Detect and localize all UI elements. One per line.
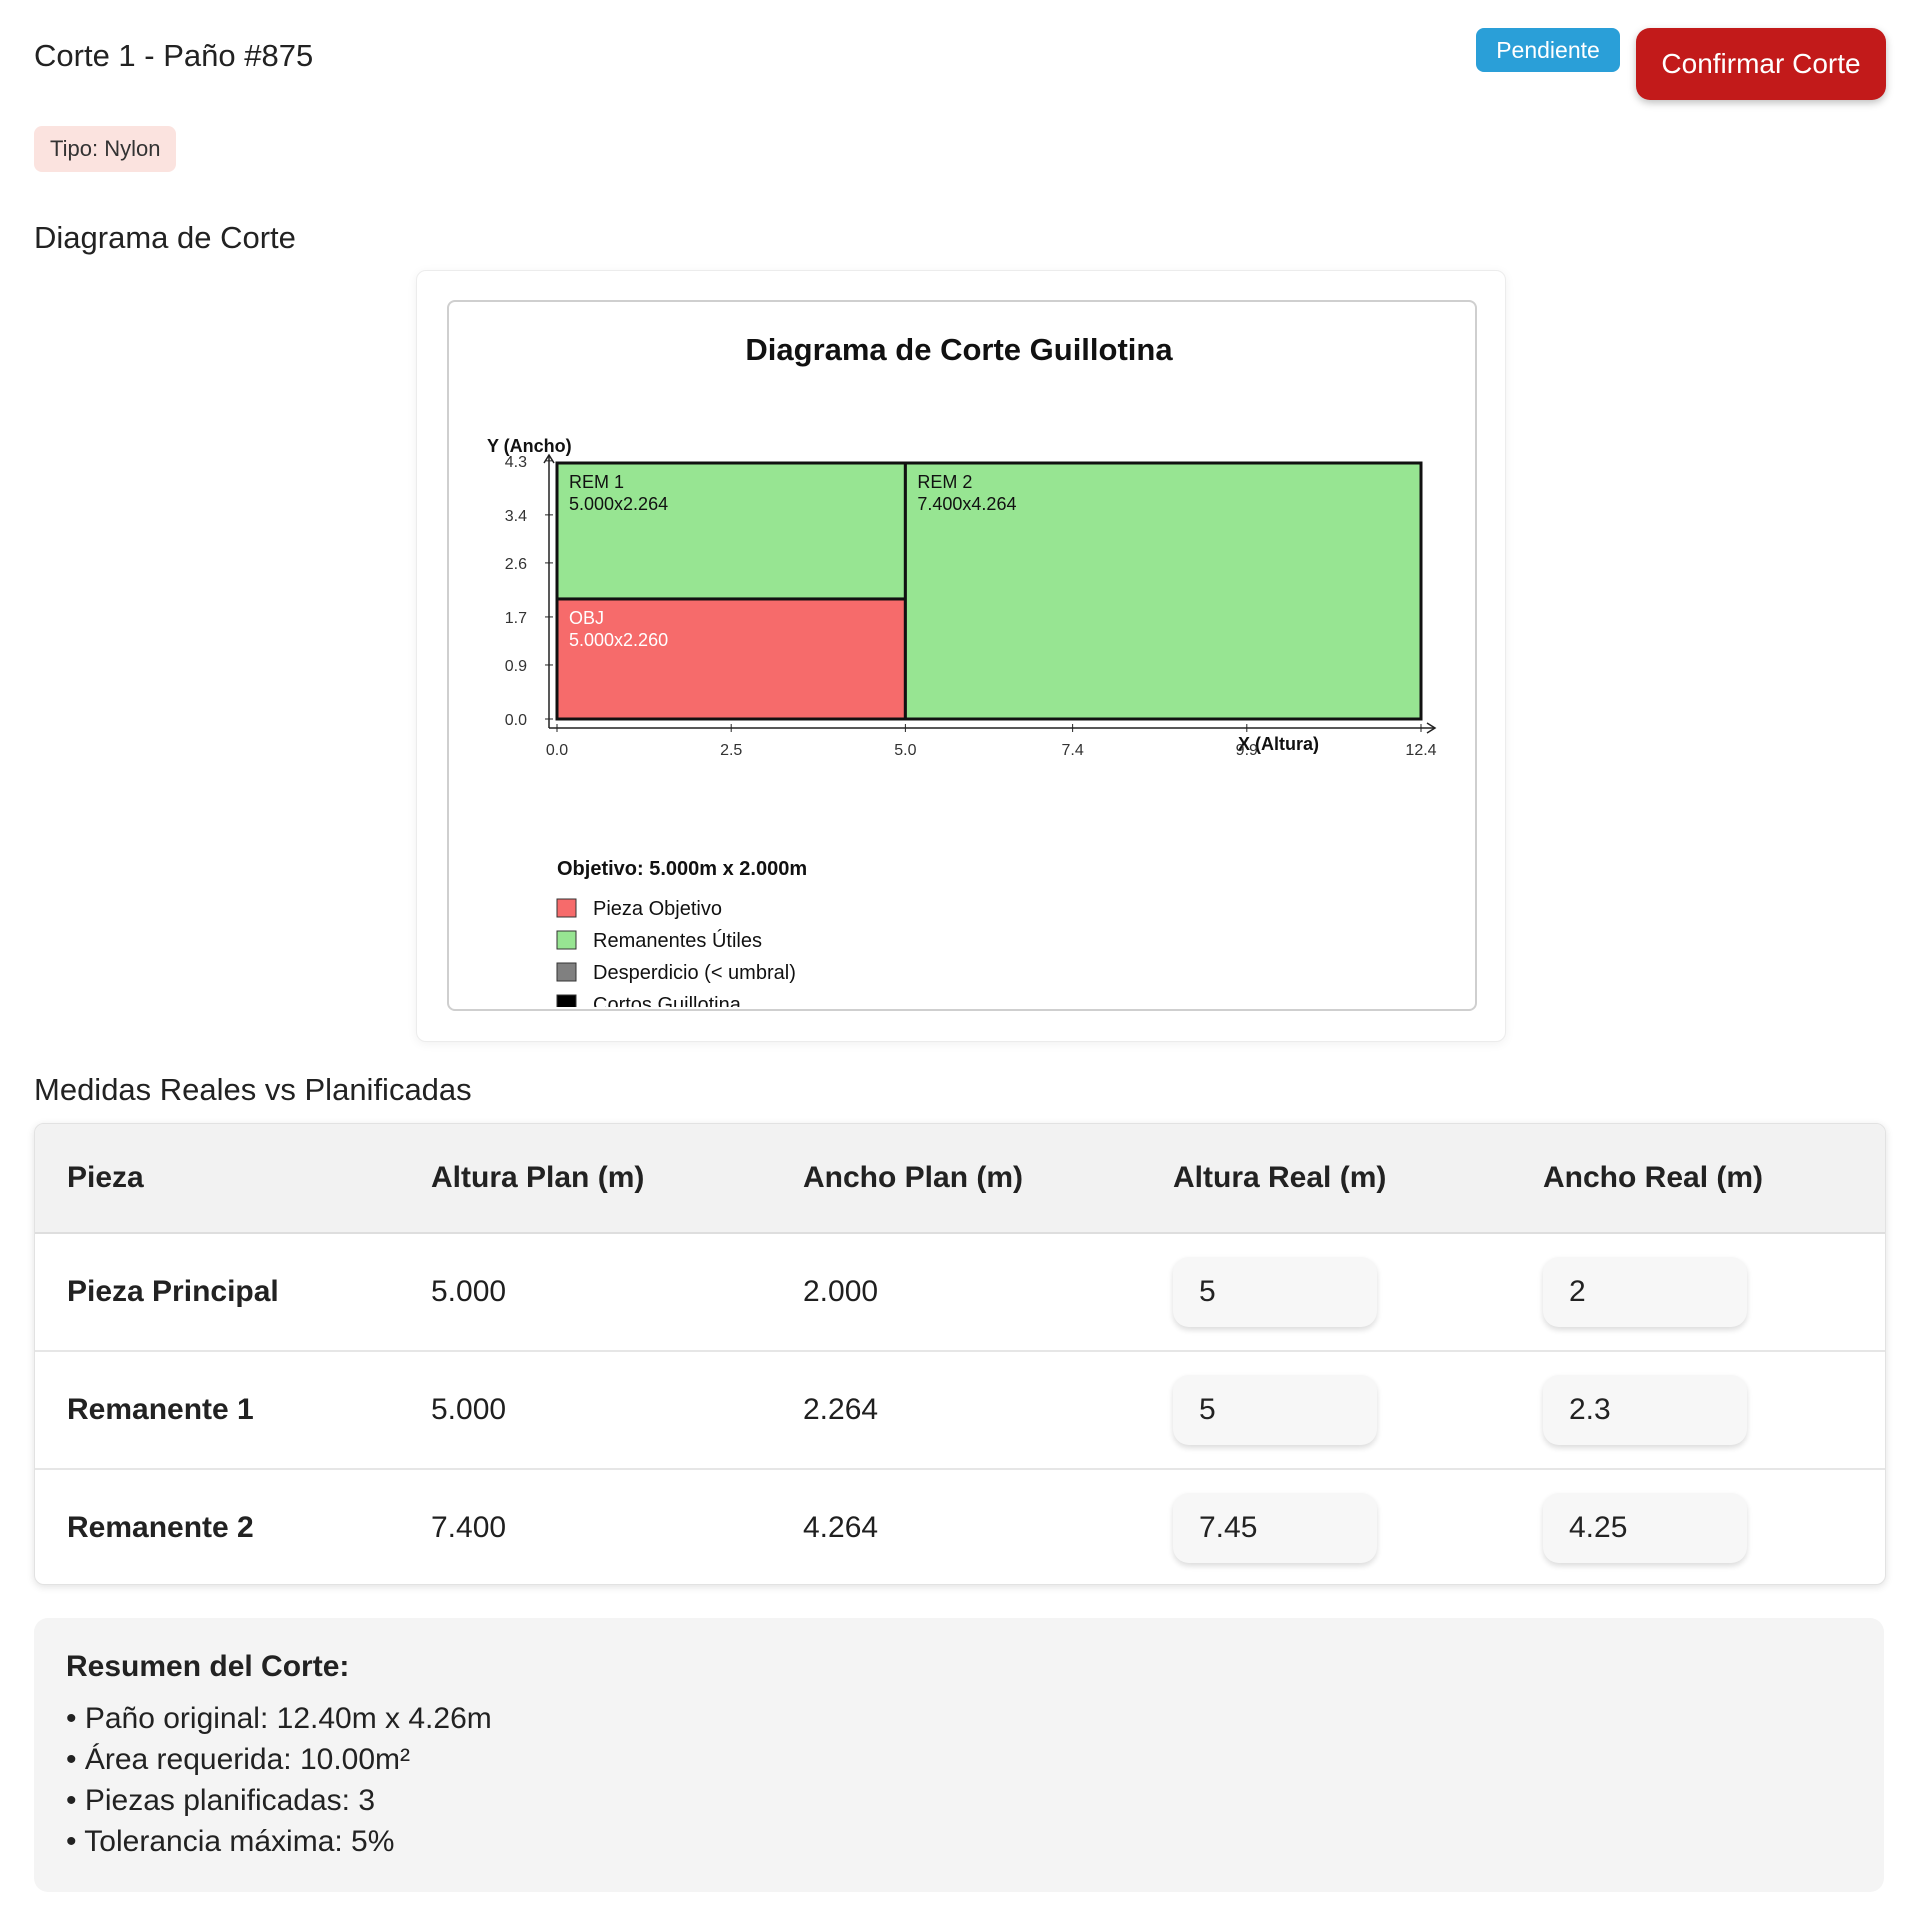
summary-item: Paño original: 12.40m x 4.26m	[66, 1698, 492, 1739]
chart-title: Diagrama de Corte Guillotina	[745, 332, 1173, 367]
x-tick-label: 12.4	[1405, 742, 1436, 759]
page-title: Corte 1 - Paño #875	[34, 38, 314, 73]
piece-label: REM 2	[917, 472, 972, 492]
x-axis-arrow	[1426, 722, 1437, 734]
altura-plan-value: 7.400	[431, 1511, 507, 1544]
y-axis-label: Y (Ancho)	[487, 436, 572, 456]
altura-plan-value: 5.000	[431, 1275, 507, 1308]
ancho-plan-value: 4.264	[803, 1511, 879, 1544]
legend-swatch	[556, 898, 577, 918]
legend-swatch	[556, 930, 577, 950]
piece-name: Remanente 2	[67, 1511, 254, 1544]
legend-swatch	[556, 994, 577, 1007]
column-header: Ancho Real (m)	[1543, 1161, 1764, 1194]
legend-title: Objetivo: 5.000m x 2.000m	[557, 858, 807, 880]
ancho-plan-value: 2.000	[803, 1275, 879, 1308]
piece-dims: 5.000x2.260	[569, 630, 668, 650]
altura-real-input[interactable]	[1173, 1257, 1377, 1327]
y-tick-label: 4.3	[505, 454, 527, 471]
piece-name: Remanente 1	[67, 1393, 254, 1426]
piece-rect	[903, 461, 1423, 721]
x-tick-label: 9.9	[1236, 742, 1258, 759]
diagram-section-title: Diagrama de Corte	[34, 220, 296, 255]
piece-name: Pieza Principal	[67, 1275, 279, 1308]
legend-label: Desperdicio (< umbral)	[593, 962, 796, 984]
column-header: Pieza	[67, 1161, 144, 1194]
ancho-real-input[interactable]	[1543, 1493, 1747, 1563]
summary-list: Paño original: 12.40m x 4.26m Área reque…	[66, 1698, 492, 1862]
type-chip: Tipo: Nylon	[34, 126, 177, 172]
piece-rect	[555, 597, 907, 721]
y-tick-label: 1.7	[505, 610, 527, 627]
ancho-plan-value: 2.264	[803, 1393, 879, 1426]
cut-summary: Resumen del Corte: Paño original: 12.40m…	[34, 1618, 1884, 1892]
piece-dims: 5.000x2.264	[569, 494, 668, 514]
y-axis-arrow	[543, 453, 555, 464]
cut-diagram-chart: Diagrama de Corte Guillotina Y (Ancho) X…	[487, 332, 1437, 1007]
legend-label: Cortos Guillotina	[593, 994, 742, 1007]
altura-plan-value: 5.000	[431, 1393, 507, 1426]
legend-label: Pieza Objetivo	[593, 898, 722, 920]
x-tick-label: 0.0	[546, 742, 568, 759]
x-axis-label: X (Altura)	[1238, 734, 1319, 754]
column-header: Altura Real (m)	[1173, 1161, 1387, 1194]
y-tick-label: 0.9	[505, 658, 527, 675]
measures-section-title: Medidas Reales vs Planificadas	[34, 1072, 472, 1107]
status-badge: Pendiente	[1476, 28, 1620, 72]
table-header: Pieza Altura Plan (m) Ancho Plan (m) Alt…	[35, 1124, 1885, 1234]
column-header: Ancho Plan (m)	[803, 1161, 1024, 1194]
table-row: Remanente 1 5.000 2.264	[35, 1352, 1885, 1470]
piece-dims: 7.400x4.264	[917, 494, 1016, 514]
measures-table: Pieza Altura Plan (m) Ancho Plan (m) Alt…	[34, 1123, 1886, 1585]
y-tick-label: 3.4	[505, 508, 527, 525]
altura-real-input[interactable]	[1173, 1375, 1377, 1445]
altura-real-input[interactable]	[1173, 1493, 1377, 1563]
legend-swatch	[556, 962, 577, 982]
x-tick-label: 7.4	[1061, 742, 1083, 759]
summary-title: Resumen del Corte:	[66, 1650, 350, 1683]
table-row: Remanente 2 7.400 4.264	[35, 1470, 1885, 1584]
y-tick-label: 2.6	[505, 556, 527, 573]
confirm-cut-button[interactable]: Confirmar Corte	[1636, 28, 1886, 100]
legend-label: Remanentes Útiles	[593, 929, 762, 952]
y-tick-label: 0.0	[505, 712, 527, 729]
ancho-real-input[interactable]	[1543, 1257, 1747, 1327]
ancho-real-input[interactable]	[1543, 1375, 1747, 1445]
piece-label: OBJ	[569, 608, 604, 628]
piece-label: REM 1	[569, 472, 624, 492]
column-header: Altura Plan (m)	[431, 1161, 645, 1194]
summary-item: Piezas planificadas: 3	[66, 1780, 492, 1821]
x-tick-label: 5.0	[894, 742, 916, 759]
summary-item: Tolerancia máxima: 5%	[66, 1821, 492, 1862]
x-tick-label: 2.5	[720, 742, 742, 759]
table-row: Pieza Principal 5.000 2.000	[35, 1234, 1885, 1352]
summary-item: Área requerida: 10.00m²	[66, 1739, 492, 1780]
